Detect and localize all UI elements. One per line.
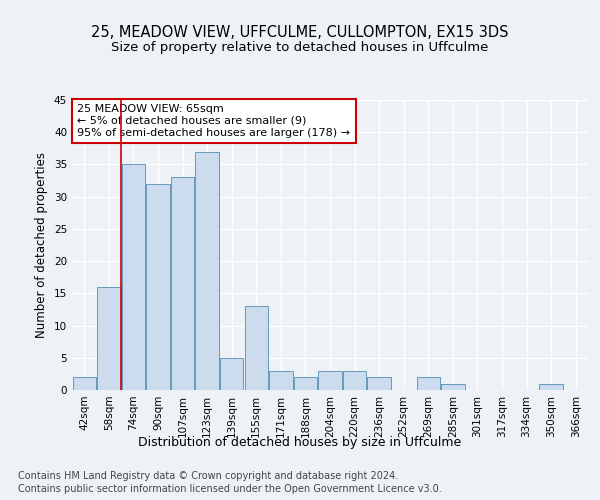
Bar xyxy=(122,164,145,390)
Bar xyxy=(196,152,219,390)
Y-axis label: Number of detached properties: Number of detached properties xyxy=(35,152,49,338)
Bar xyxy=(220,358,244,390)
Bar xyxy=(269,370,293,390)
Bar xyxy=(171,178,194,390)
Text: Contains HM Land Registry data © Crown copyright and database right 2024.: Contains HM Land Registry data © Crown c… xyxy=(18,471,398,481)
Bar xyxy=(441,384,464,390)
Bar xyxy=(319,370,341,390)
Bar xyxy=(367,377,391,390)
Bar xyxy=(245,306,268,390)
Bar xyxy=(343,370,366,390)
Text: 25 MEADOW VIEW: 65sqm
← 5% of detached houses are smaller (9)
95% of semi-detach: 25 MEADOW VIEW: 65sqm ← 5% of detached h… xyxy=(77,104,350,138)
Bar xyxy=(416,377,440,390)
Text: 25, MEADOW VIEW, UFFCULME, CULLOMPTON, EX15 3DS: 25, MEADOW VIEW, UFFCULME, CULLOMPTON, E… xyxy=(91,25,509,40)
Bar xyxy=(97,287,121,390)
Text: Size of property relative to detached houses in Uffculme: Size of property relative to detached ho… xyxy=(112,41,488,54)
Bar xyxy=(73,377,96,390)
Bar xyxy=(146,184,170,390)
Bar xyxy=(294,377,317,390)
Text: Contains public sector information licensed under the Open Government Licence v3: Contains public sector information licen… xyxy=(18,484,442,494)
Text: Distribution of detached houses by size in Uffculme: Distribution of detached houses by size … xyxy=(139,436,461,449)
Bar xyxy=(539,384,563,390)
